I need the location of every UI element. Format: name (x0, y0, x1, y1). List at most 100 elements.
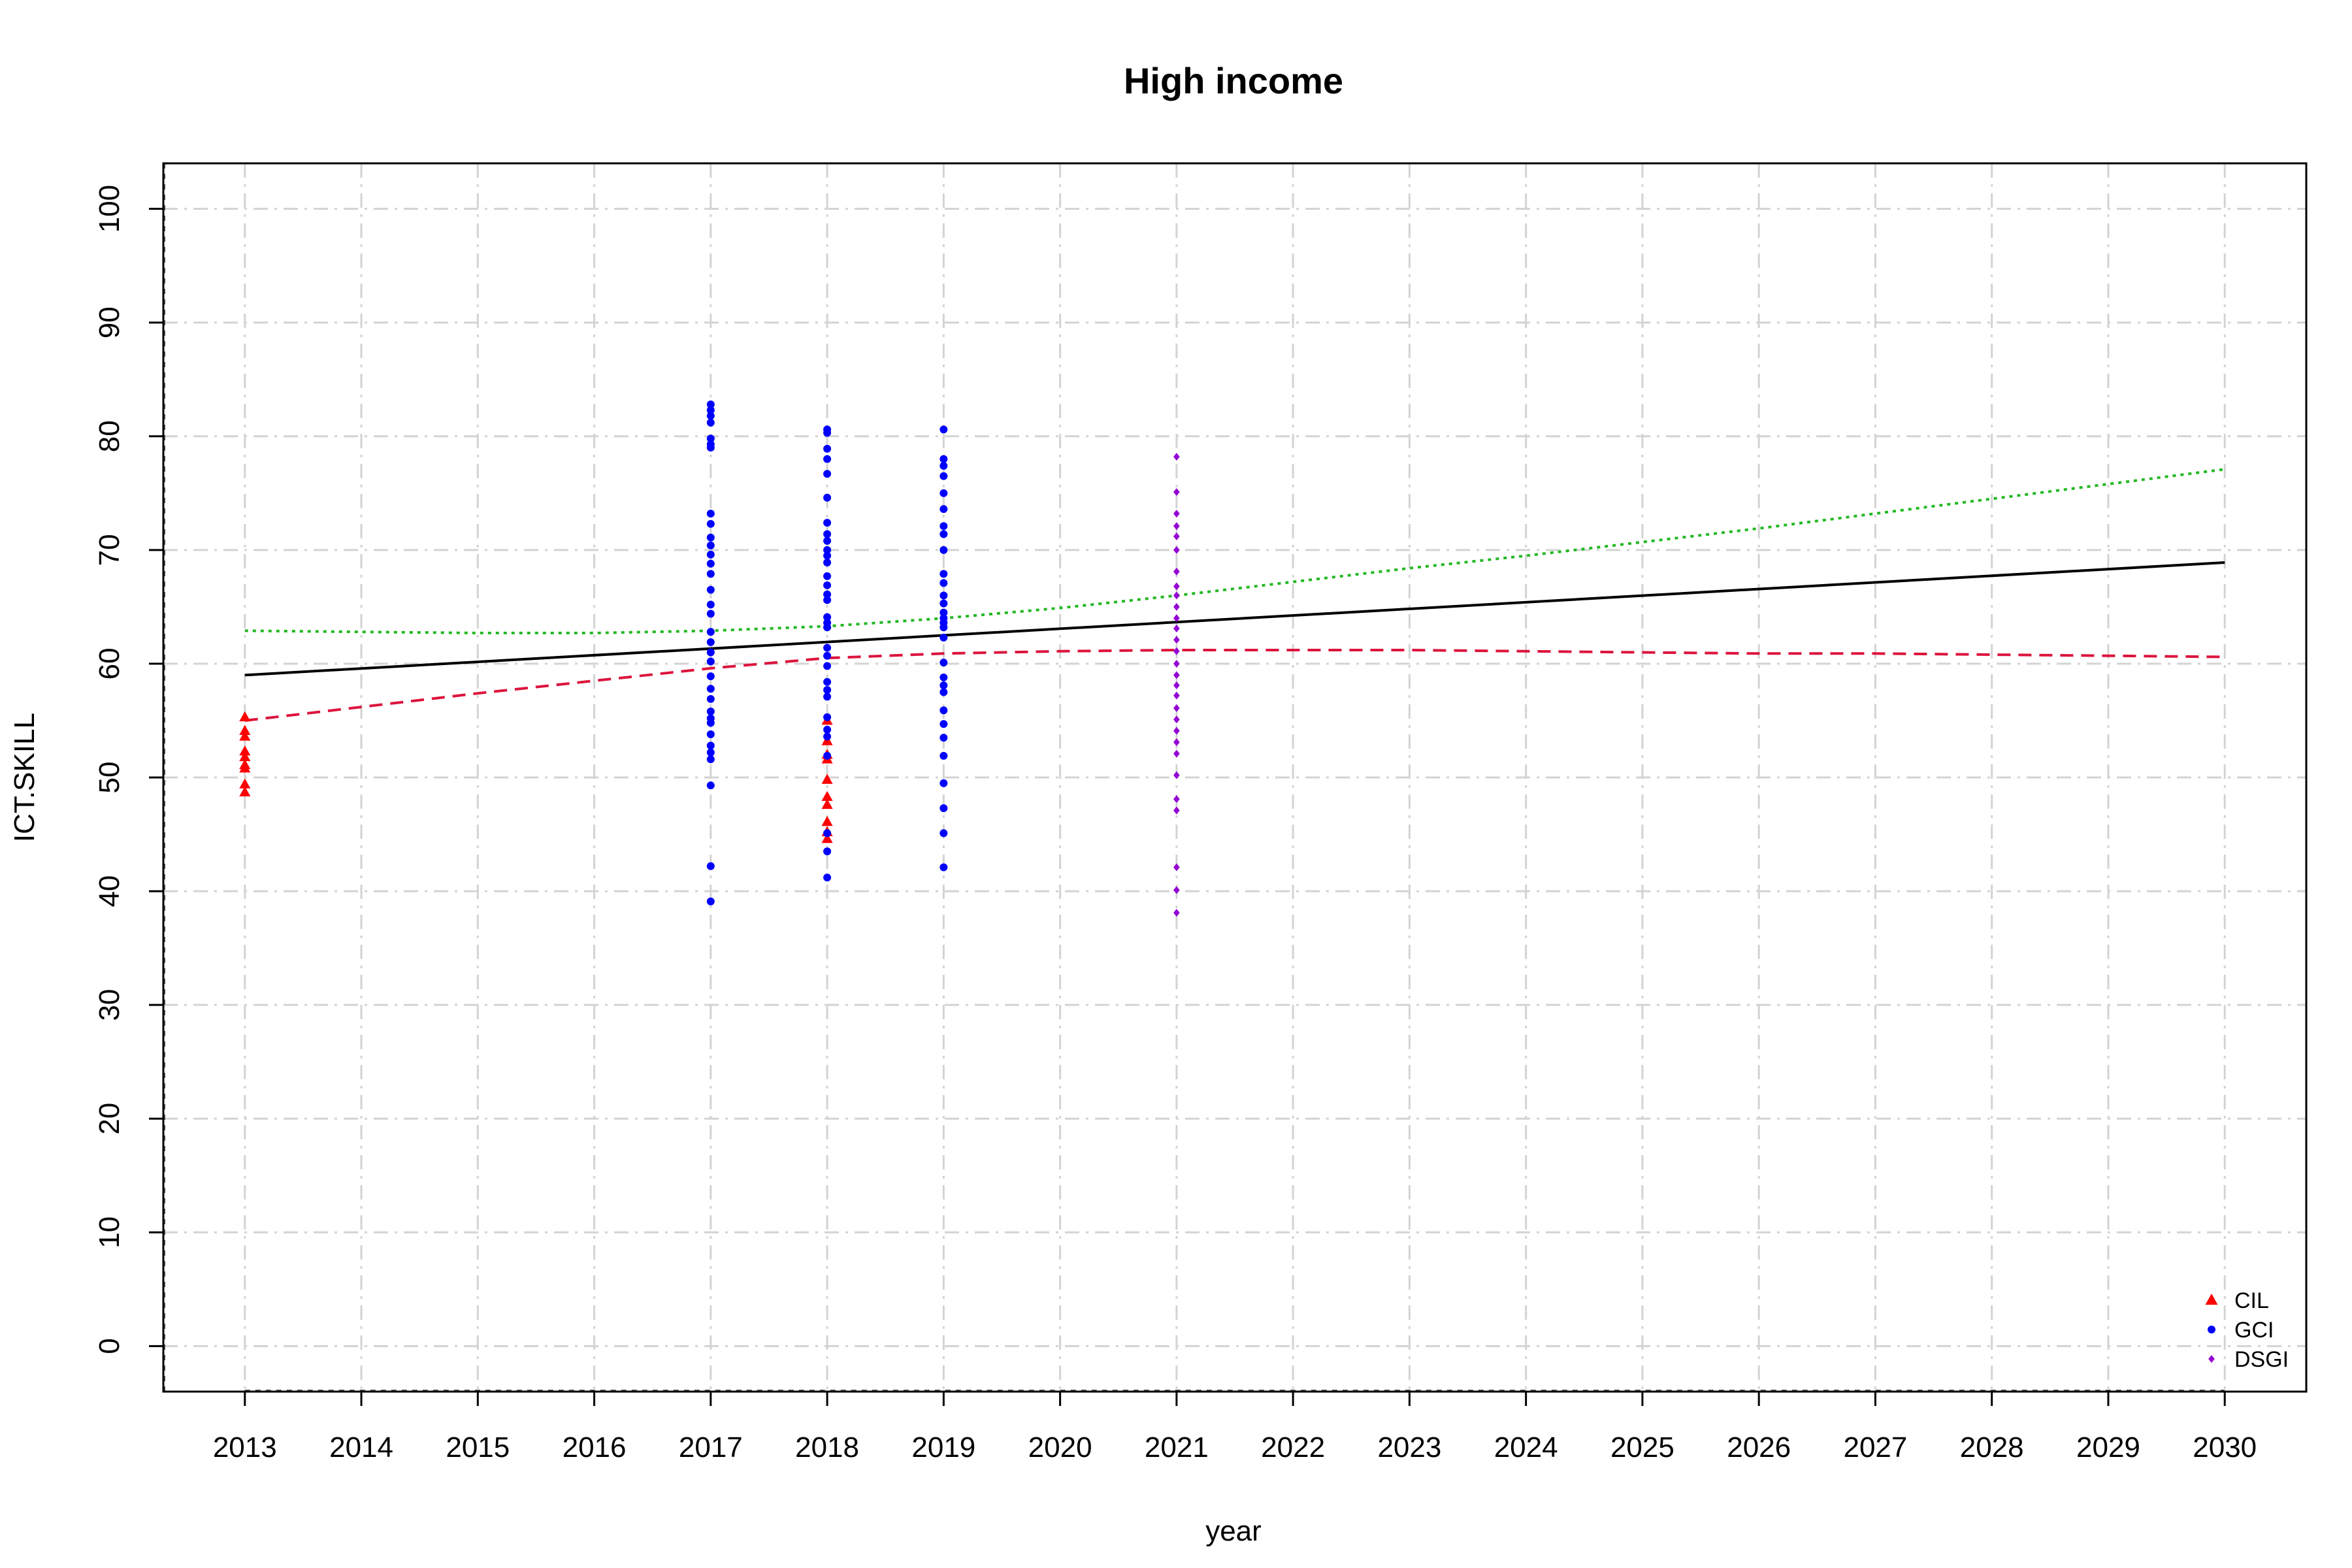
trend-line-dotted (244, 468, 2225, 634)
data-point-gci (939, 462, 948, 470)
data-point-dsgi (1173, 510, 1180, 518)
data-point-gci (706, 685, 715, 693)
data-point-gci (823, 662, 832, 670)
data-point-dsgi (1173, 453, 1180, 461)
data-point-dsgi (1173, 681, 1180, 689)
data-point-gci (706, 444, 715, 452)
y-tick-label: 60 (93, 647, 125, 679)
data-point-gci (939, 608, 948, 617)
data-point-dsgi (1173, 909, 1180, 917)
data-point-gci (939, 779, 948, 787)
data-point-dsgi (1173, 546, 1180, 554)
data-point-gci (706, 610, 715, 618)
y-tick-label: 30 (93, 989, 125, 1021)
data-point-cil (239, 751, 251, 761)
grid (163, 163, 2306, 1392)
data-point-gci (939, 425, 948, 434)
data-point-gci (706, 600, 715, 609)
data-point-gci (823, 596, 832, 604)
data-point-gci (823, 693, 832, 701)
y-axis: 0 10 20 30 40 50 60 70 80 90 100 (93, 185, 163, 1354)
data-point-gci (706, 510, 715, 518)
legend-marker-cil (2205, 1294, 2218, 1305)
y-tick-label: 20 (93, 1103, 125, 1135)
x-tick-label: 2016 (563, 1431, 627, 1463)
data-point-dsgi (1173, 532, 1180, 540)
data-point-gci (823, 685, 832, 694)
x-tick-label: 2013 (213, 1431, 277, 1463)
data-point-gci (939, 489, 948, 497)
data-point-gci (939, 522, 948, 531)
data-point-gci (823, 572, 832, 580)
data-point-dsgi (1173, 567, 1180, 576)
data-point-cil (821, 774, 833, 784)
data-point-cil (239, 786, 251, 796)
data-point-cil (239, 778, 251, 789)
data-point-gci (939, 570, 948, 578)
y-tick-label: 80 (93, 420, 125, 452)
data-point-gci (706, 533, 715, 542)
data-point-gci (706, 412, 715, 420)
data-point-gci (823, 725, 832, 734)
data-point-gci (939, 706, 948, 715)
data-point-gci (706, 585, 715, 594)
data-point-gci (939, 673, 948, 681)
data-point-dsgi (1173, 795, 1180, 804)
data-point-gci (706, 657, 715, 666)
data-point-gci (823, 470, 832, 478)
data-point-cil (821, 833, 833, 843)
legend-label-cil: CIL (2234, 1288, 2269, 1313)
legend-label-dsgi: DSGI (2234, 1347, 2289, 1372)
data-point-dsgi (1173, 659, 1180, 668)
x-tick-label: 2029 (2076, 1431, 2140, 1463)
data-point-gci (823, 829, 832, 838)
chart-title: High income (1124, 60, 1343, 101)
data-point-gci (706, 418, 715, 427)
data-point-dsgi (1173, 602, 1180, 611)
x-tick-label: 2021 (1145, 1431, 1209, 1463)
data-point-dsgi (1173, 647, 1180, 655)
data-point-dsgi (1173, 582, 1180, 591)
data-point-gci (939, 734, 948, 742)
x-tick-label: 2020 (1028, 1431, 1092, 1463)
data-point-dsgi (1173, 614, 1180, 623)
data-point-dsgi (1173, 691, 1180, 700)
data-point-gci (823, 559, 832, 566)
data-point-dsgi (1173, 636, 1180, 644)
data-point-gci (823, 530, 832, 538)
data-point-dsgi (1173, 738, 1180, 747)
data-point-gci (706, 755, 715, 764)
legend-marker-gci (2208, 1326, 2215, 1333)
data-point-gci (706, 748, 715, 757)
data-point-gci (823, 678, 832, 686)
data-point-gci (939, 546, 948, 554)
data-point-gci (706, 862, 715, 870)
data-point-dsgi (1173, 704, 1180, 712)
y-tick-label: 90 (93, 306, 125, 338)
x-tick-label: 2026 (1727, 1431, 1791, 1463)
data-point-gci (939, 599, 948, 608)
x-tick-label: 2027 (1843, 1431, 1907, 1463)
data-point-dsgi (1173, 624, 1180, 632)
data-point-gci (939, 455, 948, 463)
data-point-gci (939, 681, 948, 689)
data-point-gci (706, 708, 715, 716)
x-tick-label: 2019 (911, 1431, 975, 1463)
data-point-gci (823, 536, 832, 545)
data-point-gci (706, 570, 715, 578)
trend-lines (244, 468, 2225, 722)
data-point-gci (823, 590, 832, 598)
x-tick-label: 2024 (1494, 1431, 1558, 1463)
data-point-gci (706, 730, 715, 738)
x-tick-label: 2030 (2193, 1431, 2257, 1463)
y-tick-label: 40 (93, 875, 125, 907)
data-point-gci (939, 505, 948, 514)
y-tick-label: 100 (93, 185, 125, 233)
data-point-cil (821, 815, 833, 826)
data-point-gci (939, 633, 948, 642)
data-point-gci (706, 519, 715, 528)
x-tick-label: 2018 (795, 1431, 859, 1463)
data-point-cil (239, 762, 251, 773)
x-tick-label: 2017 (679, 1431, 743, 1463)
legend-label-gci: GCI (2234, 1318, 2274, 1343)
